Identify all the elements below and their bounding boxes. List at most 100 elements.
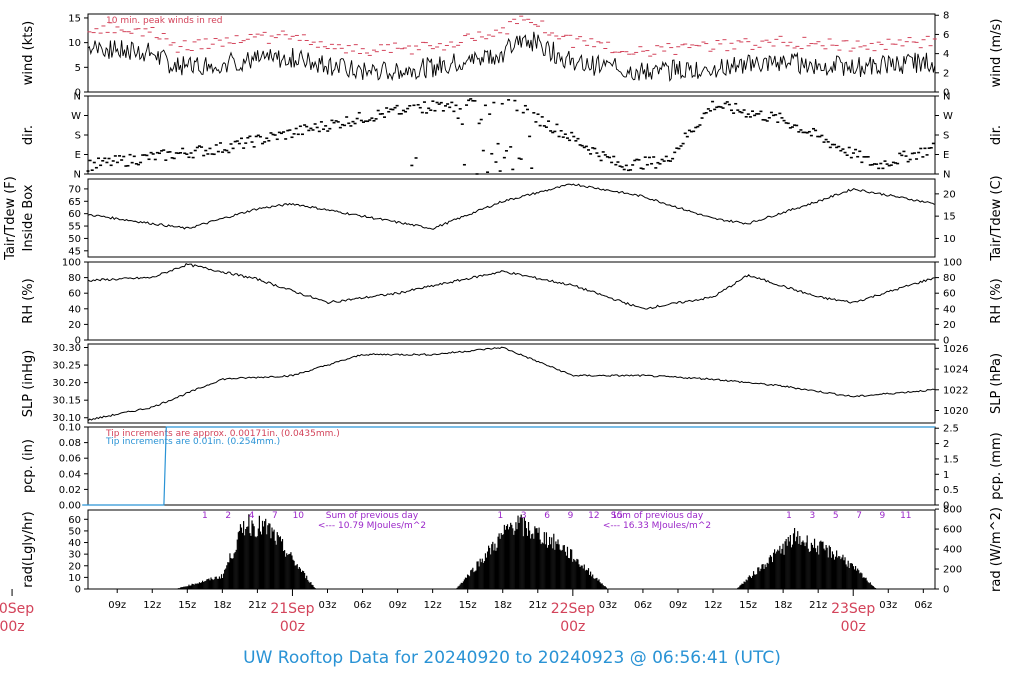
rad-left-tick-label: 60 bbox=[68, 515, 81, 526]
wind-right-tick-label: 6 bbox=[943, 30, 949, 41]
dir-right-tick-label: E bbox=[943, 150, 949, 161]
pcp-right-tick-label: 1 bbox=[943, 470, 949, 481]
dir-left-tick-label: E bbox=[75, 150, 81, 161]
rad-sum-label: Sum of previous day bbox=[326, 511, 419, 521]
rh-line bbox=[87, 263, 935, 310]
temp-right-tick-label: 20 bbox=[943, 189, 956, 200]
dir-right-tick-label: N bbox=[943, 170, 950, 181]
rad-hour-mark: 3 bbox=[809, 511, 815, 521]
rh-left-tick-label: 40 bbox=[68, 304, 81, 315]
rad-left-tick-label: 10 bbox=[68, 573, 81, 584]
rad-hour-mark: 10 bbox=[293, 511, 305, 521]
slp-left-tick-label: 30.10 bbox=[52, 413, 81, 424]
pcp-left-tick-label: 0.08 bbox=[59, 438, 81, 449]
wind-left-tick-label: 15 bbox=[68, 13, 81, 24]
rh-ylabel-left: RH (%) bbox=[21, 278, 36, 323]
pcp-left-tick-label: 0.06 bbox=[59, 454, 81, 465]
pcp-note-red: Tip increments are approx. 0.00171in. (0… bbox=[105, 429, 340, 439]
pcp-left-tick-label: 0.10 bbox=[59, 423, 81, 434]
rad-hour-mark: 12 bbox=[588, 511, 599, 521]
rad-hour-mark: 1 bbox=[202, 511, 208, 521]
slp-right-tick-label: 1026 bbox=[943, 344, 968, 355]
time-tick-label: 18z bbox=[213, 600, 231, 611]
day-label-time: 00z bbox=[0, 619, 25, 635]
dir-ylabel-left: dir. bbox=[21, 125, 36, 145]
wind-ylabel-right: wind (m/s) bbox=[989, 19, 1004, 88]
time-tick-label: 18z bbox=[494, 600, 512, 611]
rh-left-tick-label: 20 bbox=[68, 320, 81, 331]
temp-right-tick-label: 15 bbox=[943, 212, 956, 223]
rad-sum-value: <--- 10.79 MJoules/m^2 bbox=[318, 521, 426, 531]
rad-right-tick-label: 200 bbox=[943, 565, 962, 576]
panel-frame-wind bbox=[87, 13, 936, 93]
rad-sum-value: <--- 16.33 MJoules/m^2 bbox=[603, 521, 711, 531]
time-tick-label: 06z bbox=[914, 600, 932, 611]
temp-left-tick-label: 70 bbox=[68, 184, 81, 195]
pcp-left-tick-label: 0.04 bbox=[59, 469, 81, 480]
rh-right-tick-label: 60 bbox=[943, 289, 956, 300]
rad-hour-mark: 6 bbox=[544, 511, 550, 521]
time-tick-label: 21z bbox=[809, 600, 827, 611]
wind-right-tick-label: 4 bbox=[943, 49, 949, 60]
dir-left-tick-label: S bbox=[75, 131, 81, 142]
day-label-date: 20Sep bbox=[0, 601, 34, 617]
pcp-right-tick-label: 2 bbox=[943, 439, 949, 450]
temp-left-tick-label: 60 bbox=[68, 209, 81, 220]
wind-speed-line bbox=[87, 31, 936, 82]
rh-ylabel-right: RH (%) bbox=[989, 278, 1004, 323]
day-label-time: 00z bbox=[560, 619, 585, 635]
rh-right-tick-label: 80 bbox=[943, 273, 956, 284]
pcp-right-tick-label: 0 bbox=[943, 501, 949, 512]
rad-hour-mark: 5 bbox=[833, 511, 839, 521]
rad-right-tick-label: 0 bbox=[943, 585, 949, 596]
pcp-ylabel-right: pcp. (mm) bbox=[989, 432, 1004, 499]
time-tick-label: 06z bbox=[354, 600, 372, 611]
dir-right-tick-label: S bbox=[943, 131, 949, 142]
rad-left-tick-label: 50 bbox=[68, 526, 81, 537]
time-tick-label: 12z bbox=[704, 600, 722, 611]
rad-hour-mark: 15 bbox=[612, 511, 623, 521]
rad-hour-mark: 3 bbox=[521, 511, 527, 521]
slp-left-tick-label: 30.25 bbox=[52, 361, 81, 372]
rh-right-tick-label: 20 bbox=[943, 320, 956, 331]
slp-ylabel-left: SLP (inHg) bbox=[21, 350, 36, 418]
rh-left-tick-label: 80 bbox=[68, 273, 81, 284]
dir-left-tick-label: N bbox=[74, 170, 81, 181]
temp-left-tick-label: 55 bbox=[68, 222, 81, 233]
rad-ylabel-right: rad (W/m^2) bbox=[989, 507, 1004, 592]
rad-hour-mark: 7 bbox=[856, 511, 862, 521]
pcp-left-tick-label: 0.02 bbox=[59, 485, 81, 496]
temp-left-tick-label: 45 bbox=[68, 246, 81, 257]
time-tick-label: 15z bbox=[459, 600, 477, 611]
dir-right-tick-label: W bbox=[943, 111, 953, 122]
temp-ylabel-left-1: Tair/Tdew (F) bbox=[3, 176, 18, 261]
rad-hour-mark: 7 bbox=[272, 511, 278, 521]
slp-right-tick-label: 1022 bbox=[943, 385, 968, 396]
panel-frame-dir bbox=[87, 95, 936, 175]
dir-ylabel-right: dir. bbox=[989, 125, 1004, 145]
rad-hour-mark: 4 bbox=[249, 511, 255, 521]
rad-right-tick-label: 800 bbox=[943, 505, 962, 516]
rh-left-tick-label: 0 bbox=[75, 336, 81, 347]
rad-hour-mark: 2 bbox=[225, 511, 231, 521]
pcp-line bbox=[82, 426, 935, 506]
rad-hour-mark: 11 bbox=[900, 511, 911, 521]
temp-line bbox=[87, 183, 935, 230]
slp-right-tick-label: 1020 bbox=[943, 406, 968, 417]
rad-right-tick-label: 400 bbox=[943, 545, 962, 556]
temp-left-tick-label: 50 bbox=[68, 234, 81, 245]
wind-left-tick-label: 5 bbox=[75, 63, 81, 74]
pcp-ylabel-left: pcp. (in) bbox=[21, 439, 36, 493]
time-tick-label: 06z bbox=[634, 600, 652, 611]
time-tick-label: 03z bbox=[599, 600, 617, 611]
time-tick-label: 15z bbox=[178, 600, 196, 611]
wind-ylabel-left: wind (kts) bbox=[21, 21, 36, 85]
day-label-date: 22Sep bbox=[551, 601, 595, 617]
day-label-date: 23Sep bbox=[831, 601, 875, 617]
wind-right-tick-label: 0 bbox=[943, 88, 949, 99]
panel-frame-temp bbox=[87, 178, 936, 258]
wind-left-tick-label: 10 bbox=[68, 38, 81, 49]
temp-left-tick-label: 65 bbox=[68, 197, 81, 208]
time-tick-label: 12z bbox=[143, 600, 161, 611]
pcp-right-tick-label: 1.5 bbox=[943, 454, 959, 465]
